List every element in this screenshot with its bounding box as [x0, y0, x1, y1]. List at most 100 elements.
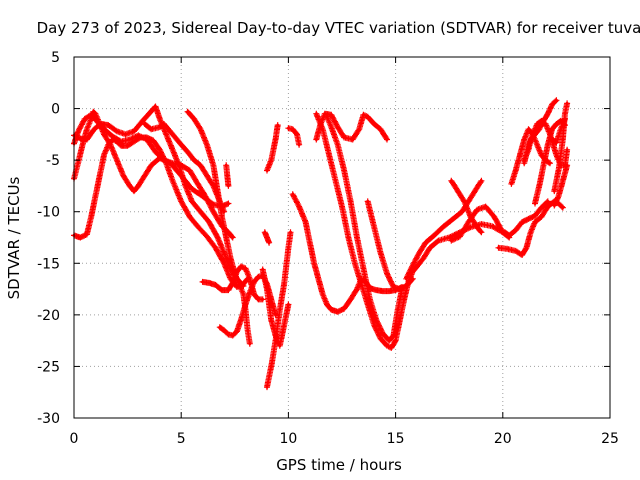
data-point — [211, 210, 215, 214]
data-point — [533, 214, 537, 218]
data-point — [329, 308, 333, 312]
data-point — [456, 189, 460, 193]
data-point — [85, 127, 89, 131]
data-point — [186, 150, 190, 154]
data-point — [402, 297, 406, 301]
data-point — [484, 205, 488, 209]
data-point — [542, 119, 545, 123]
x-tick-label: 15 — [387, 431, 405, 447]
data-point — [325, 303, 329, 306]
data-series-s25 — [501, 198, 551, 239]
data-point — [520, 220, 524, 224]
data-point — [533, 220, 537, 224]
data-point — [357, 127, 361, 131]
data-point — [492, 215, 496, 219]
data-point — [381, 289, 385, 293]
data-point — [286, 126, 290, 130]
y-tick-label: -25 — [37, 359, 60, 375]
data-point — [239, 317, 243, 321]
data-point — [98, 174, 102, 178]
data-point — [381, 331, 385, 335]
data-point — [411, 263, 415, 267]
data-point — [361, 113, 365, 117]
data-point — [557, 169, 560, 172]
data-point — [563, 117, 567, 121]
data-point — [518, 153, 522, 157]
data-point — [286, 246, 290, 250]
data-point — [539, 153, 543, 157]
data-point — [256, 297, 260, 301]
data-point — [269, 318, 273, 322]
data-point — [366, 115, 370, 119]
data-point — [136, 184, 140, 188]
data-point — [447, 220, 451, 224]
data-point — [297, 205, 301, 209]
data-point — [394, 288, 398, 292]
data-series-s11 — [264, 229, 294, 391]
data-point — [366, 199, 370, 203]
data-point — [224, 236, 228, 239]
data-point — [188, 169, 192, 172]
data-point — [449, 179, 453, 183]
data-point — [514, 249, 518, 253]
data-point — [342, 307, 346, 311]
data-point — [132, 140, 136, 144]
data-point — [415, 264, 419, 268]
data-point — [490, 224, 494, 228]
data-point — [529, 138, 533, 141]
data-point — [428, 246, 432, 250]
x-tick-label: 20 — [494, 431, 512, 447]
data-point — [226, 184, 230, 188]
data-point — [111, 134, 115, 138]
data-point — [231, 334, 235, 337]
data-point — [261, 268, 265, 271]
data-point — [561, 138, 565, 141]
data-point — [269, 158, 273, 162]
data-point — [522, 138, 526, 141]
data-point — [404, 284, 408, 288]
data-point — [454, 215, 458, 219]
data-point — [533, 202, 537, 205]
data-point — [539, 206, 543, 210]
data-point — [514, 228, 518, 232]
data-point — [372, 225, 376, 229]
data-point — [237, 282, 241, 286]
data-point — [76, 160, 80, 164]
data-point — [336, 310, 340, 314]
data-point — [96, 120, 100, 124]
data-point — [158, 125, 162, 129]
data-point — [372, 122, 376, 126]
data-point — [385, 138, 389, 141]
data-point — [89, 113, 93, 117]
data-series-s9 — [223, 162, 232, 189]
data-point — [552, 204, 556, 207]
data-point — [218, 325, 222, 329]
data-point — [81, 143, 85, 147]
data-point — [565, 148, 569, 152]
data-series-s3 — [71, 103, 247, 289]
data-point — [557, 194, 560, 198]
data-point — [546, 205, 550, 209]
data-point — [368, 297, 372, 301]
data-point — [265, 385, 269, 389]
y-tick-label: 0 — [51, 102, 60, 118]
data-point — [265, 236, 269, 239]
data-point — [522, 161, 526, 165]
data-point — [449, 239, 453, 243]
data-point — [154, 150, 157, 154]
data-point — [274, 339, 277, 343]
data-point — [359, 282, 363, 286]
data-point — [304, 220, 308, 224]
data-point — [269, 364, 273, 368]
data-point — [203, 193, 207, 197]
data-point — [289, 230, 292, 234]
data-series-s32 — [549, 115, 568, 146]
data-point — [387, 289, 391, 293]
data-point — [529, 230, 533, 234]
data-series-s14 — [285, 125, 303, 148]
data-point — [162, 158, 166, 162]
data-point — [323, 112, 327, 116]
data-point — [132, 189, 136, 193]
data-point — [220, 288, 224, 292]
